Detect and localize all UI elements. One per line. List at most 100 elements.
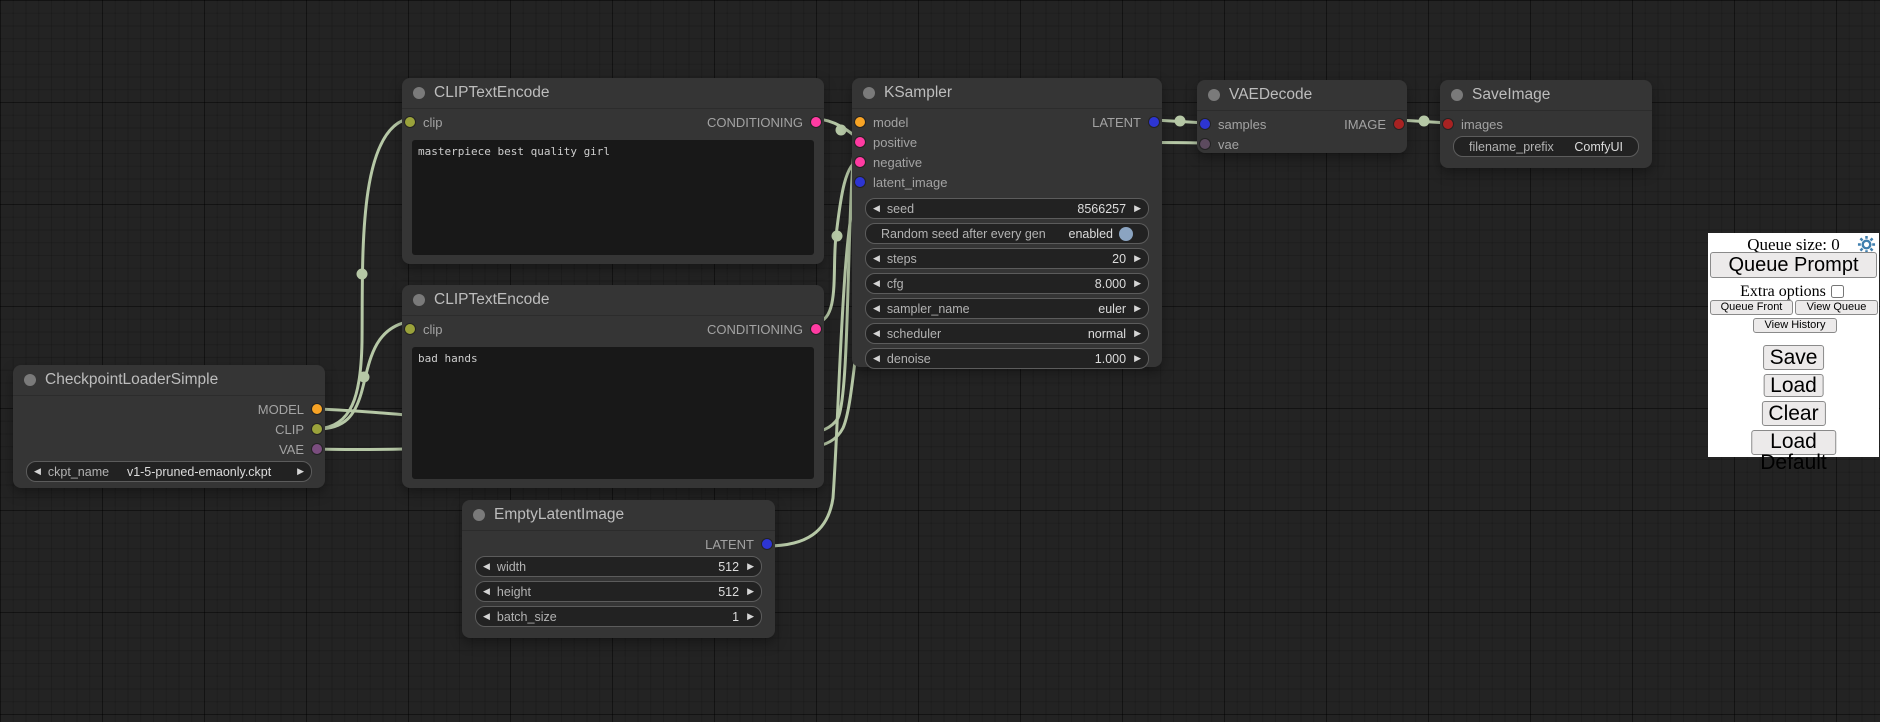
output-slot-latent[interactable]: LATENT	[462, 534, 775, 554]
view-history-button[interactable]: View History	[1753, 318, 1837, 333]
load-default-button[interactable]: Load Default	[1750, 430, 1837, 473]
clip-slot-dot-icon[interactable]	[312, 424, 322, 434]
latent-slot-dot-icon[interactable]	[1149, 117, 1159, 127]
collapse-dot-icon[interactable]	[1208, 89, 1220, 101]
settings-gear-icon[interactable]	[1857, 235, 1876, 254]
node-empty-latent-image[interactable]: EmptyLatentImage LATENT ◀ width 512 ▶ ◀ …	[462, 500, 775, 638]
output-slot-model[interactable]: MODEL	[13, 399, 325, 419]
extra-options-checkbox[interactable]	[1830, 285, 1844, 298]
clear-button[interactable]: Clear	[1761, 401, 1826, 426]
node-clip-text-encode-negative[interactable]: CLIPTextEncode clip CONDITIONING bad han…	[402, 285, 824, 488]
link-midpoint-dot	[835, 124, 847, 136]
decrement-arrow-icon[interactable]: ◀	[873, 253, 880, 263]
wire-clip-to-negative-encoder	[315, 320, 409, 431]
decrement-arrow-icon[interactable]: ◀	[483, 561, 490, 571]
width-number-widget[interactable]: ◀ width 512 ▶	[475, 556, 762, 577]
image-slot-dot-icon[interactable]	[1394, 119, 1404, 129]
sampler-name-combo[interactable]: ◀ sampler_name euler ▶	[865, 298, 1149, 319]
view-queue-button[interactable]: View Queue	[1795, 300, 1878, 315]
collapse-dot-icon[interactable]	[24, 374, 36, 386]
latent-slot-dot-icon[interactable]	[1200, 119, 1210, 129]
toggle-enabled-icon[interactable]	[1119, 226, 1133, 241]
collapse-dot-icon[interactable]	[473, 509, 485, 521]
decrement-arrow-icon[interactable]: ◀	[483, 611, 490, 621]
increment-arrow-icon[interactable]: ▶	[747, 561, 754, 571]
input-slot-latent-image[interactable]: latent_image	[852, 172, 1162, 192]
decrement-arrow-icon[interactable]: ◀	[483, 586, 490, 596]
increment-arrow-icon[interactable]: ▶	[747, 586, 754, 596]
node-header[interactable]: CLIPTextEncode	[402, 285, 824, 316]
vae-slot-dot-icon[interactable]	[312, 444, 322, 454]
ckpt-name-combo[interactable]: ◀ ckpt_name v1-5-pruned-emaonly.ckpt ▶	[26, 461, 312, 482]
node-header[interactable]: SaveImage	[1440, 80, 1652, 111]
slot-label: positive	[873, 134, 918, 150]
model-slot-dot-icon[interactable]	[855, 117, 865, 127]
increment-arrow-icon[interactable]: ▶	[1134, 278, 1141, 288]
input-slot-negative[interactable]: negative	[852, 152, 1162, 172]
decrement-arrow-icon[interactable]: ◀	[873, 278, 880, 288]
increment-arrow-icon[interactable]: ▶	[1134, 328, 1141, 338]
node-header[interactable]: KSampler	[852, 78, 1162, 109]
node-vae-decode[interactable]: VAEDecode samples IMAGE vae	[1197, 80, 1407, 153]
node-title: SaveImage	[1472, 86, 1551, 103]
node-header[interactable]: CLIPTextEncode	[402, 78, 824, 109]
node-save-image[interactable]: SaveImage images filename_prefix ComfyUI	[1440, 80, 1652, 168]
decrement-arrow-icon[interactable]: ◀	[873, 328, 880, 338]
model-slot-dot-icon[interactable]	[312, 404, 322, 414]
output-slot-vae[interactable]: VAE	[13, 439, 325, 459]
slot-label: model	[873, 114, 909, 130]
slot-label: IMAGE	[1344, 116, 1386, 132]
save-button[interactable]: Save	[1762, 345, 1825, 370]
node-clip-text-encode-positive[interactable]: CLIPTextEncode clip CONDITIONING masterp…	[402, 78, 824, 264]
cfg-number-widget[interactable]: ◀ cfg 8.000 ▶	[865, 273, 1149, 294]
node-checkpoint-loader-simple[interactable]: CheckpointLoaderSimple MODEL CLIP VAE ◀ …	[13, 365, 325, 488]
latent-slot-dot-icon[interactable]	[855, 177, 865, 187]
input-slot-images[interactable]: images	[1440, 114, 1652, 134]
collapse-dot-icon[interactable]	[1451, 89, 1463, 101]
input-slot-positive[interactable]: positive	[852, 132, 1162, 152]
node-header[interactable]: CheckpointLoaderSimple	[13, 365, 325, 396]
height-number-widget[interactable]: ◀ height 512 ▶	[475, 581, 762, 602]
increment-arrow-icon[interactable]: ▶	[1134, 253, 1141, 263]
batch-size-number-widget[interactable]: ◀ batch_size 1 ▶	[475, 606, 762, 627]
conditioning-slot-dot-icon[interactable]	[811, 117, 821, 127]
negative-prompt-textarea[interactable]: bad hands	[412, 347, 814, 479]
image-slot-dot-icon[interactable]	[1443, 119, 1453, 129]
collapse-dot-icon[interactable]	[413, 294, 425, 306]
filename-prefix-widget[interactable]: filename_prefix ComfyUI	[1453, 136, 1639, 157]
conditioning-slot-dot-icon[interactable]	[855, 137, 865, 147]
steps-number-widget[interactable]: ◀ steps 20 ▶	[865, 248, 1149, 269]
clip-slot-dot-icon[interactable]	[405, 117, 415, 127]
load-button[interactable]: Load	[1763, 374, 1824, 397]
increment-arrow-icon[interactable]: ▶	[1134, 353, 1141, 363]
collapse-dot-icon[interactable]	[413, 87, 425, 99]
increment-arrow-icon[interactable]: ▶	[1134, 203, 1141, 213]
increment-arrow-icon[interactable]: ▶	[747, 611, 754, 621]
queue-front-button[interactable]: Queue Front	[1710, 300, 1793, 315]
node-ksampler[interactable]: KSampler model LATENT positive negative …	[852, 78, 1162, 369]
input-slot-vae[interactable]: vae	[1197, 134, 1407, 154]
queue-prompt-button[interactable]: Queue Prompt	[1710, 252, 1877, 278]
widget-value: 20	[1112, 251, 1127, 266]
node-header[interactable]: EmptyLatentImage	[462, 500, 775, 531]
increment-arrow-icon[interactable]: ▶	[1134, 303, 1141, 313]
random-seed-toggle-widget[interactable]: Random seed after every gen enabled	[865, 223, 1149, 244]
positive-prompt-textarea[interactable]: masterpiece best quality girl	[412, 140, 814, 255]
conditioning-slot-dot-icon[interactable]	[855, 157, 865, 167]
decrement-arrow-icon[interactable]: ◀	[873, 353, 880, 363]
collapse-dot-icon[interactable]	[863, 87, 875, 99]
output-slot-clip[interactable]: CLIP	[13, 419, 325, 439]
decrement-arrow-icon[interactable]: ◀	[34, 466, 41, 476]
decrement-arrow-icon[interactable]: ◀	[873, 203, 880, 213]
scheduler-combo[interactable]: ◀ scheduler normal ▶	[865, 323, 1149, 344]
widget-value: 512	[718, 559, 740, 574]
node-header[interactable]: VAEDecode	[1197, 80, 1407, 111]
denoise-number-widget[interactable]: ◀ denoise 1.000 ▶	[865, 348, 1149, 369]
decrement-arrow-icon[interactable]: ◀	[873, 303, 880, 313]
latent-slot-dot-icon[interactable]	[762, 539, 772, 549]
seed-number-widget[interactable]: ◀ seed 8566257 ▶	[865, 198, 1149, 219]
increment-arrow-icon[interactable]: ▶	[297, 466, 304, 476]
clip-slot-dot-icon[interactable]	[405, 324, 415, 334]
vae-slot-dot-icon[interactable]	[1200, 139, 1210, 149]
conditioning-slot-dot-icon[interactable]	[811, 324, 821, 334]
